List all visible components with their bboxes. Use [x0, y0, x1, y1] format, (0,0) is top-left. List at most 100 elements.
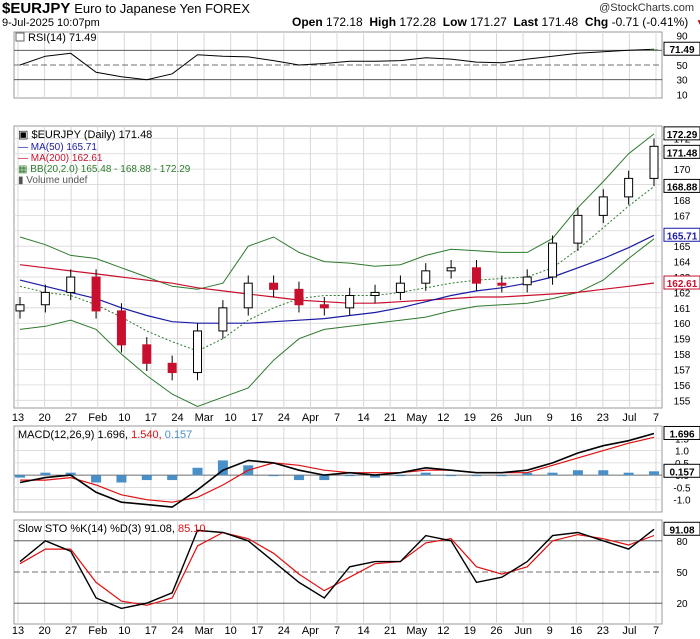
- macd-hist-bar: [522, 472, 533, 476]
- sto-x-label: 16: [570, 625, 582, 637]
- price-tick-label: 165: [674, 242, 691, 253]
- sto-x-label: 7: [653, 625, 659, 637]
- macd-hist-bar: [91, 475, 102, 483]
- sto-tick-label: 80: [676, 537, 688, 548]
- chg-value: -0.71 (-0.41%): [611, 15, 689, 29]
- price-tick-label: 159: [674, 335, 691, 346]
- sto-x-label: 13: [12, 625, 24, 637]
- candle-body: [522, 276, 532, 286]
- candle-body: [345, 295, 355, 309]
- price-x-label: Jul: [622, 412, 636, 424]
- price-x-label: 24: [171, 412, 183, 424]
- candle-body: [193, 330, 203, 374]
- macd-hist-bar: [319, 475, 330, 481]
- ma200-legend: — MA(200) 162.61: [18, 153, 103, 164]
- macd-legend: MACD(12,26,9) 1.696, 1.540, 0.157: [18, 429, 192, 441]
- sto-x-label: 23: [597, 625, 609, 637]
- price-x-label: 16: [570, 412, 582, 424]
- candle-body: [40, 291, 50, 306]
- macd-hist-bar: [192, 467, 203, 476]
- ma50-tag: 165.71: [667, 231, 698, 242]
- bb-lower-line: [19, 238, 655, 408]
- macd-tick-label: -0.5: [673, 483, 691, 494]
- sto-d-line: [19, 531, 655, 606]
- candle-body: [548, 242, 558, 278]
- candle-body: [15, 304, 25, 312]
- price-x-label: 20: [38, 412, 50, 424]
- rsi-tick-label: 10: [676, 90, 688, 101]
- candle-body: [370, 291, 380, 297]
- macd-hist-bar: [395, 475, 406, 477]
- sto-x-label: 20: [38, 625, 50, 637]
- macd-value-tag: 1.696: [669, 429, 694, 440]
- macd-hist-bar: [471, 475, 482, 477]
- candle-body: [624, 177, 634, 198]
- sto-x-label: Mar: [195, 625, 214, 637]
- price-x-label: 23: [597, 412, 609, 424]
- last-price-tag-box: [663, 144, 700, 159]
- price-legend-main: ▣ $EURJPY (Daily) 171.48: [18, 129, 152, 141]
- macd-hist-bar: [547, 472, 558, 476]
- candle-body: [243, 282, 253, 309]
- sto-x-label: Apr: [302, 625, 319, 637]
- bb-legend: ▦ BB(20,2.0) 165.48 - 168.88 - 172.29: [18, 164, 191, 175]
- macd-hist-bar: [649, 471, 659, 476]
- rsi-line: [19, 48, 655, 81]
- open-label: Open: [292, 15, 323, 29]
- price-x-label: 24: [278, 412, 290, 424]
- price-x-label: Feb: [88, 412, 107, 424]
- candle-body: [294, 288, 304, 306]
- sto-x-label: 21: [384, 625, 396, 637]
- price-x-label: 12: [437, 412, 449, 424]
- macd-hist-bar: [217, 460, 228, 476]
- symbol: $EURJPY: [2, 0, 71, 17]
- price-x-label: 26: [490, 412, 502, 424]
- rsi-tick-label: 50: [676, 61, 688, 72]
- ma50-tag-box: [663, 227, 700, 242]
- sto-tick-label: 20: [676, 599, 688, 610]
- price-tick-label: 155: [674, 396, 691, 407]
- sto-x-label: 26: [490, 625, 502, 637]
- macd-hist-bar: [167, 475, 178, 481]
- macd-hist-bar: [598, 470, 609, 476]
- price-x-label: 17: [251, 412, 263, 424]
- macd-panel: [13, 425, 663, 513]
- sto-value-tag: 91.08: [669, 525, 694, 536]
- low-value: 171.27: [470, 15, 507, 29]
- price-tick-label: 158: [674, 350, 691, 361]
- macd-hist-bar: [293, 475, 304, 481]
- price-tick-label: 162: [674, 288, 691, 299]
- bb-mid-tag: 168.88: [667, 182, 698, 193]
- macd-hist-bar: [344, 475, 355, 477]
- macd-hist-bar: [623, 472, 634, 476]
- watermark: @StockCharts.com: [599, 2, 694, 14]
- ma200-tag-box: [663, 275, 700, 290]
- rsi-value-tag: 71.49: [669, 45, 694, 56]
- price-tick-label: 167: [674, 211, 691, 222]
- macd-hist-bar: [116, 475, 127, 483]
- high-label: High: [369, 15, 397, 29]
- candle-body: [167, 362, 177, 374]
- sto-legend: Slow STO %K(14) %D(3) 91.08, 85.10: [18, 523, 206, 535]
- sto-x-label: May: [406, 625, 427, 637]
- sto-tick-label: 50: [676, 568, 688, 579]
- price-x-label: 21: [384, 412, 396, 424]
- ma50-legend: — MA(50) 165.71: [18, 142, 97, 153]
- last-price-tag: 171.48: [667, 148, 698, 159]
- candle-body: [319, 304, 329, 309]
- price-tick-label: 156: [674, 381, 691, 392]
- last-value: 171.48: [541, 15, 579, 29]
- low-label: Low: [442, 15, 467, 29]
- price-x-label: Jun: [514, 412, 532, 424]
- sto-x-label: 9: [547, 625, 553, 637]
- price-x-label: 13: [12, 412, 24, 424]
- bb-mid-tag-box: [663, 178, 700, 193]
- macd-hist-bar: [15, 475, 25, 478]
- price-x-label: 27: [65, 412, 77, 424]
- ma50-line: [19, 234, 655, 324]
- candle-body: [497, 282, 507, 286]
- rsi-value-tag-box: [663, 41, 700, 56]
- macd-line: [19, 432, 655, 508]
- price-x-label: 10: [118, 412, 130, 424]
